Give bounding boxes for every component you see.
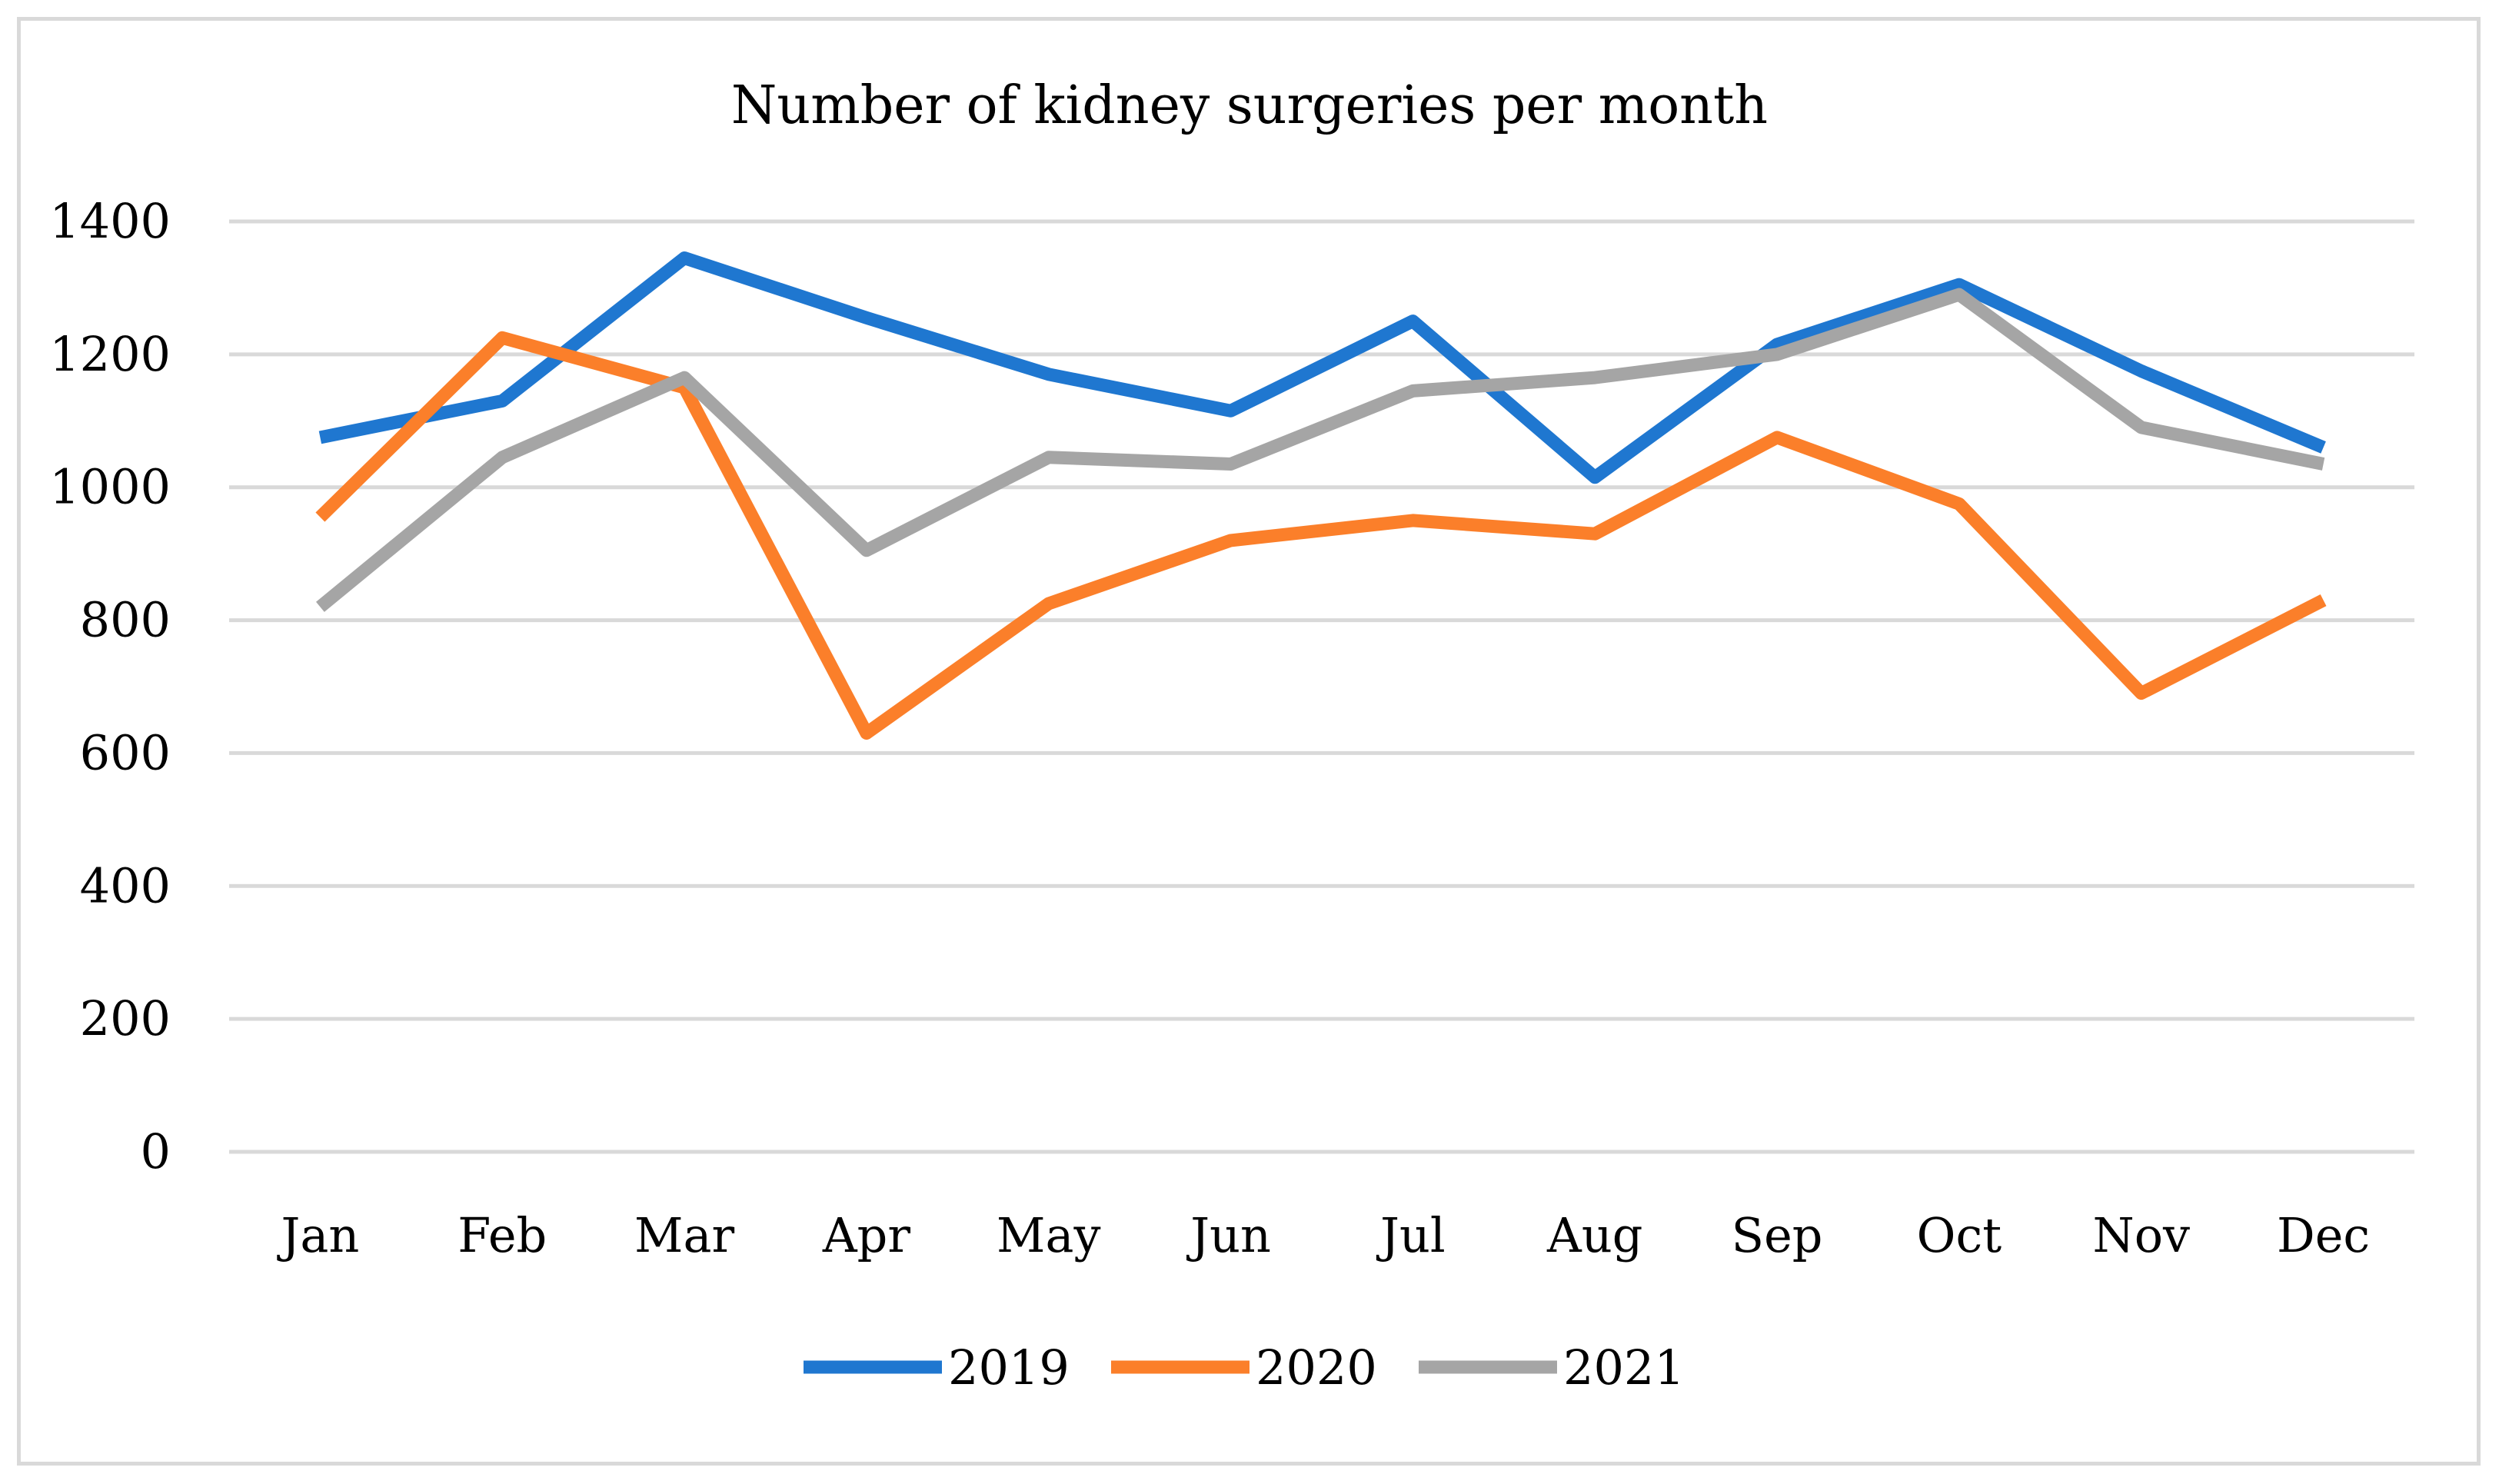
chart-title: Number of kidney surgeries per month [731,75,1768,136]
x-tick-label: Aug [1546,1207,1642,1263]
legend-label-2020: 2020 [1256,1339,1377,1396]
y-tick-label: 1400 [49,193,171,249]
x-axis-tick-labels: Jan Feb Mar Apr May Jun Jul Aug Sep Oct Nov Dec [277,1207,2371,1263]
legend: 2019 2020 2021 [804,1339,1685,1396]
y-tick-label: 0 [141,1123,171,1180]
y-tick-label: 1000 [49,459,171,515]
x-tick-label: Nov [2092,1207,2190,1263]
y-tick-label: 1200 [49,326,171,382]
x-tick-label: Mar [634,1207,734,1263]
y-tick-label: 400 [80,857,171,913]
x-tick-label: Feb [458,1207,547,1263]
legend-label-2021: 2021 [1563,1339,1685,1396]
series-line-2019 [318,251,2326,484]
chart-frame [17,17,2481,1466]
y-tick-label: 600 [80,724,171,780]
series-lines [315,251,2327,740]
y-tick-label: 200 [80,990,171,1046]
y-tick-label: 800 [80,592,171,648]
x-tick-label: May [997,1207,1100,1263]
x-tick-label: Dec [2277,1207,2370,1263]
x-tick-label: Apr [822,1207,910,1263]
x-tick-label: Jan [277,1207,360,1263]
x-tick-label: Sep [1732,1207,1823,1263]
series-line-2020 [315,331,2327,740]
series-line-2021 [316,288,2325,612]
x-tick-label: Jul [1376,1207,1446,1263]
x-tick-label: Jun [1186,1207,1271,1263]
x-tick-label: Oct [1917,1207,2002,1263]
y-axis-tick-labels: 0 200 400 600 800 1000 1200 1400 [49,193,171,1180]
legend-label-2019: 2019 [948,1339,1070,1396]
